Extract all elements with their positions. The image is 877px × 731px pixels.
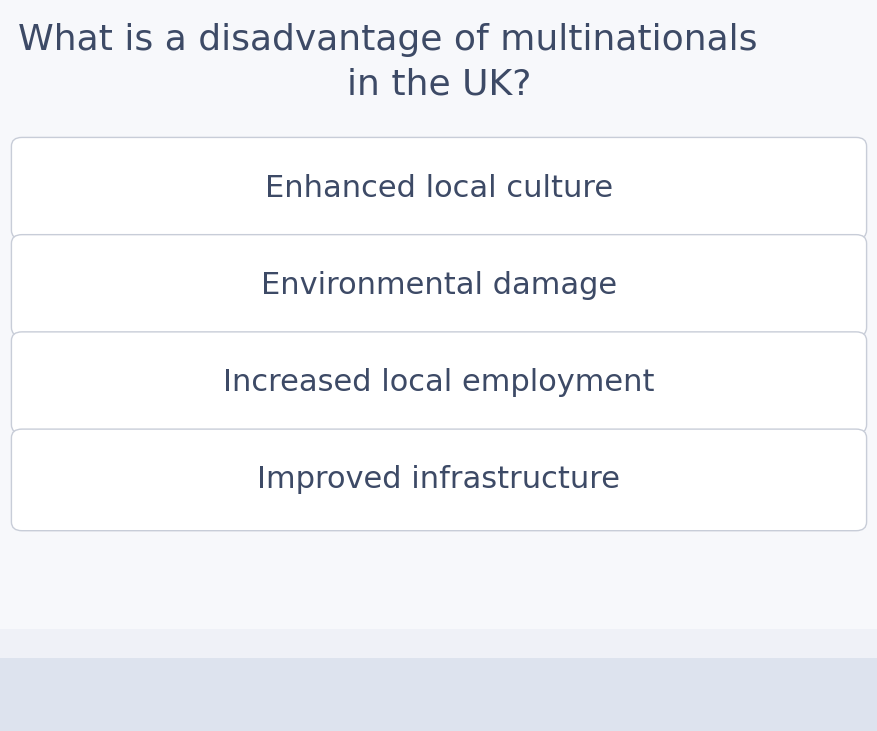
- FancyBboxPatch shape: [11, 235, 866, 336]
- FancyBboxPatch shape: [11, 332, 866, 433]
- Text: What is a disadvantage of multinationals: What is a disadvantage of multinationals: [18, 23, 756, 57]
- FancyBboxPatch shape: [0, 658, 877, 731]
- FancyBboxPatch shape: [11, 137, 866, 239]
- FancyBboxPatch shape: [0, 629, 877, 658]
- Text: in the UK?: in the UK?: [346, 67, 531, 101]
- Text: Environmental damage: Environmental damage: [260, 271, 617, 300]
- Text: Increased local employment: Increased local employment: [223, 368, 654, 397]
- Text: Enhanced local culture: Enhanced local culture: [265, 174, 612, 202]
- Text: Improved infrastructure: Improved infrastructure: [257, 466, 620, 494]
- FancyBboxPatch shape: [11, 429, 866, 531]
